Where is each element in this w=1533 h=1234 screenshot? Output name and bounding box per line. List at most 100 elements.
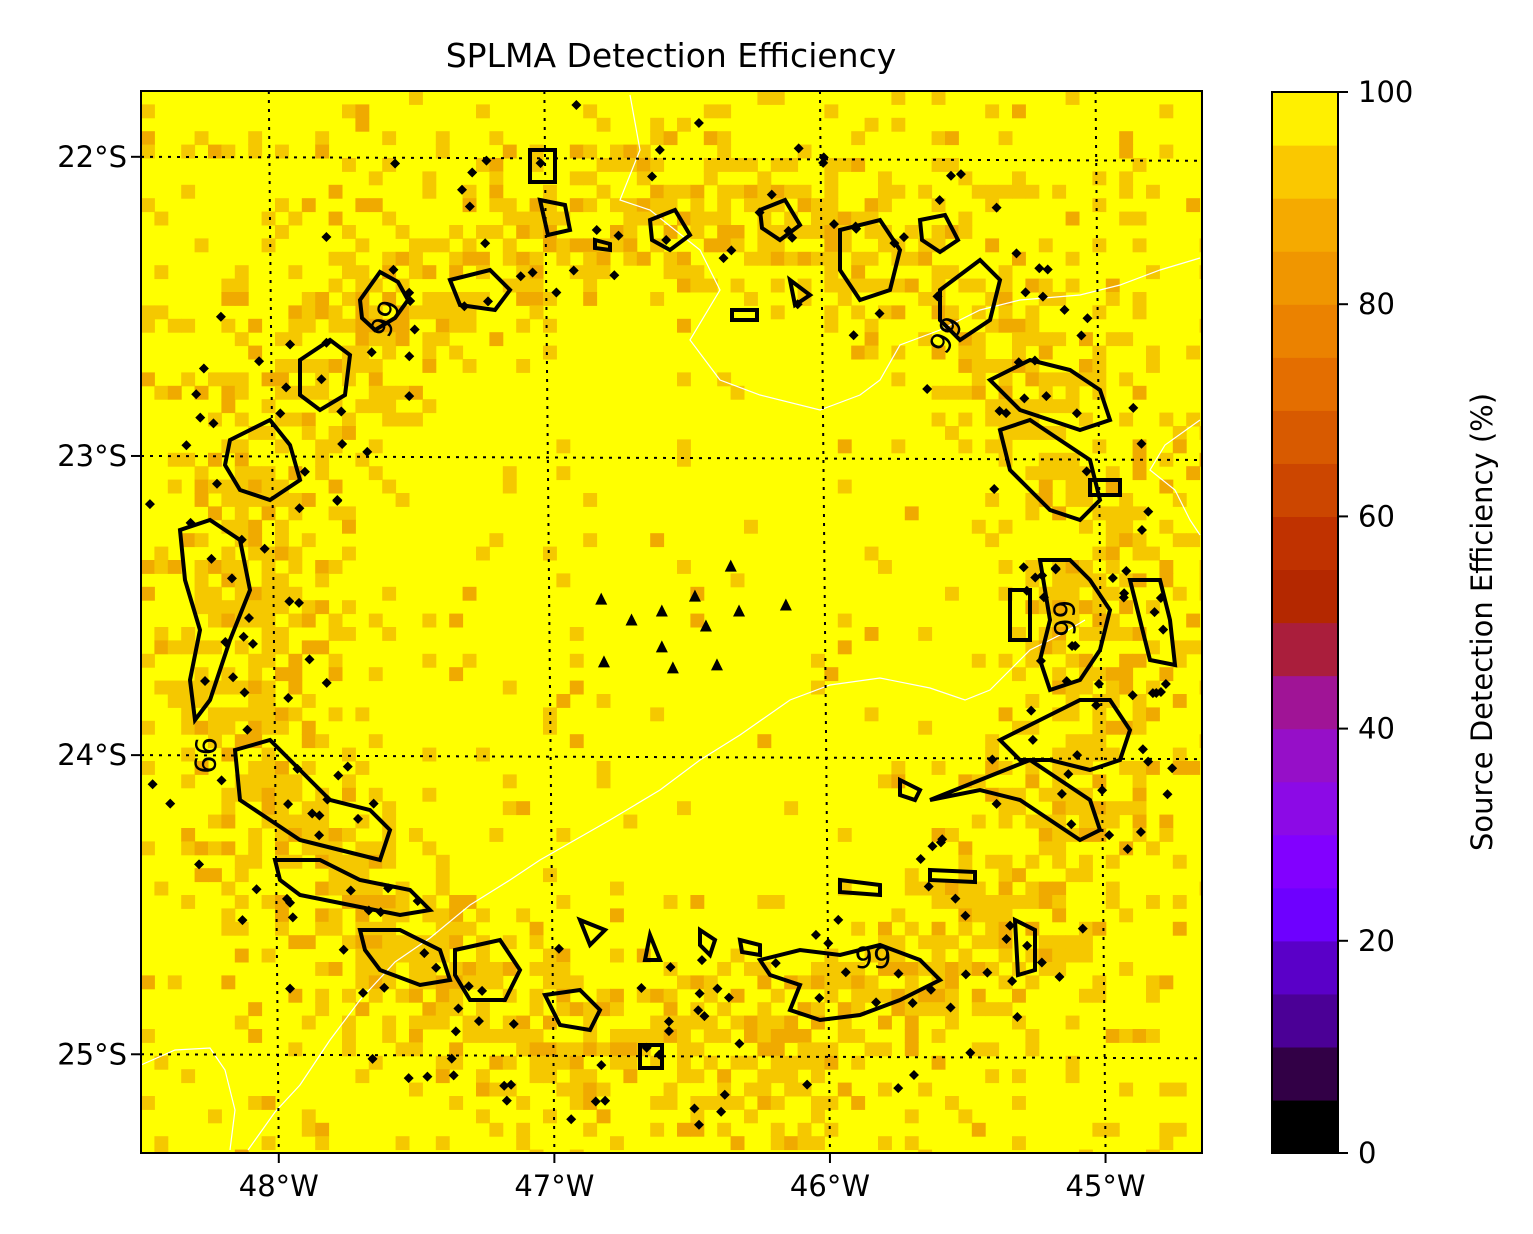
efficiency-cell bbox=[985, 761, 1000, 775]
contour-spot bbox=[388, 264, 399, 275]
efficiency-cell bbox=[221, 720, 236, 735]
efficiency-cell bbox=[1105, 506, 1120, 521]
efficiency-cell bbox=[261, 640, 276, 655]
contour-spot bbox=[613, 230, 624, 241]
efficiency-cell bbox=[945, 131, 959, 146]
efficiency-cell bbox=[998, 305, 1013, 320]
contour-spot bbox=[661, 234, 672, 245]
efficiency-cell bbox=[663, 1082, 678, 1097]
efficiency-cell bbox=[998, 653, 1013, 668]
efficiency-cell bbox=[1065, 600, 1080, 615]
efficiency-cell bbox=[221, 493, 236, 507]
efficiency-cell bbox=[824, 667, 839, 682]
efficiency-cell bbox=[502, 211, 517, 226]
efficiency-cell bbox=[275, 546, 289, 561]
efficiency-cell bbox=[1105, 466, 1120, 481]
contour-spot bbox=[345, 885, 356, 896]
efficiency-cell bbox=[784, 158, 799, 172]
efficiency-cell bbox=[824, 1042, 839, 1057]
efficiency-cell bbox=[891, 439, 906, 454]
contour-spot bbox=[571, 99, 582, 110]
efficiency-cell bbox=[1132, 452, 1147, 467]
efficiency-cell bbox=[730, 988, 745, 1003]
efficiency-cell bbox=[1119, 506, 1134, 521]
contour-spot bbox=[1107, 572, 1118, 583]
efficiency-cell bbox=[1052, 586, 1067, 601]
efficiency-cell bbox=[1119, 144, 1134, 159]
contour-spot bbox=[955, 169, 966, 180]
contour-spot bbox=[251, 884, 262, 895]
efficiency-cell bbox=[677, 184, 691, 199]
contour-spot bbox=[718, 253, 729, 264]
efficiency-cell bbox=[1119, 667, 1134, 682]
contour-spot bbox=[238, 631, 249, 642]
contour-spot bbox=[499, 1080, 510, 1091]
efficiency-cell bbox=[717, 184, 732, 199]
efficiency-cell bbox=[1065, 586, 1080, 601]
efficiency-cell bbox=[382, 131, 397, 146]
contour-loop bbox=[928, 867, 977, 885]
x-tick-label: 47°W bbox=[514, 1169, 594, 1203]
contour-spot bbox=[1137, 744, 1148, 755]
efficiency-cell bbox=[1065, 948, 1080, 963]
colorbar-tick-label: 60 bbox=[1358, 499, 1395, 533]
efficiency-cell bbox=[382, 1015, 397, 1030]
efficiency-cell bbox=[1079, 948, 1093, 963]
efficiency-cell bbox=[1186, 198, 1201, 213]
contour-loop bbox=[787, 275, 814, 309]
efficiency-cell bbox=[677, 452, 691, 467]
efficiency-cell bbox=[1065, 573, 1080, 588]
contour-spot bbox=[566, 1114, 577, 1125]
contour-label: 99 bbox=[187, 736, 222, 774]
efficiency-cell bbox=[931, 881, 946, 896]
colorbar-segment bbox=[1272, 887, 1338, 942]
efficiency-cell bbox=[1025, 975, 1040, 990]
efficiency-cell bbox=[288, 707, 303, 722]
efficiency-cell bbox=[918, 935, 933, 950]
efficiency-cell bbox=[368, 466, 383, 481]
contour-spot bbox=[991, 798, 1002, 809]
contour-spot bbox=[828, 219, 839, 230]
efficiency-cell bbox=[784, 1029, 799, 1043]
efficiency-cell bbox=[945, 586, 959, 601]
efficiency-cell bbox=[435, 332, 450, 347]
efficiency-cell bbox=[583, 493, 598, 507]
contour-spot bbox=[551, 287, 562, 298]
efficiency-cell bbox=[141, 144, 155, 159]
efficiency-cell bbox=[476, 975, 490, 990]
efficiency-cell bbox=[1119, 627, 1134, 641]
colorbar-segment bbox=[1272, 198, 1338, 252]
efficiency-cell bbox=[864, 251, 879, 266]
contour-loop bbox=[730, 308, 759, 322]
efficiency-cell bbox=[141, 198, 155, 213]
efficiency-cell bbox=[1079, 519, 1093, 534]
efficiency-cell bbox=[382, 292, 397, 306]
efficiency-cell bbox=[677, 117, 691, 132]
efficiency-cell bbox=[770, 158, 785, 172]
colorbar-segment bbox=[1272, 728, 1338, 783]
efficiency-cell bbox=[998, 1002, 1013, 1017]
efficiency-cell bbox=[409, 265, 423, 280]
efficiency-cell bbox=[677, 1015, 691, 1030]
efficiency-cell bbox=[891, 117, 906, 132]
efficiency-cell bbox=[610, 238, 624, 253]
contour-spot bbox=[982, 967, 993, 978]
efficiency-cell bbox=[1052, 667, 1067, 682]
efficiency-cell bbox=[462, 586, 477, 601]
efficiency-cell bbox=[208, 613, 222, 628]
efficiency-cell bbox=[1065, 868, 1080, 883]
efficiency-cell bbox=[141, 653, 155, 668]
efficiency-cell bbox=[1199, 881, 1202, 896]
efficiency-cell bbox=[1025, 814, 1040, 829]
x-tick-label: 48°W bbox=[239, 1169, 319, 1203]
efficiency-cell bbox=[797, 184, 812, 199]
efficiency-cell bbox=[1146, 707, 1160, 722]
efficiency-cell bbox=[596, 694, 611, 708]
efficiency-cell bbox=[462, 359, 477, 373]
efficiency-cell bbox=[703, 1029, 718, 1043]
contour-spot bbox=[1071, 408, 1082, 419]
efficiency-cell bbox=[878, 921, 892, 936]
efficiency-cell bbox=[315, 921, 330, 936]
efficiency-cell bbox=[824, 278, 839, 293]
efficiency-cell bbox=[851, 988, 866, 1003]
